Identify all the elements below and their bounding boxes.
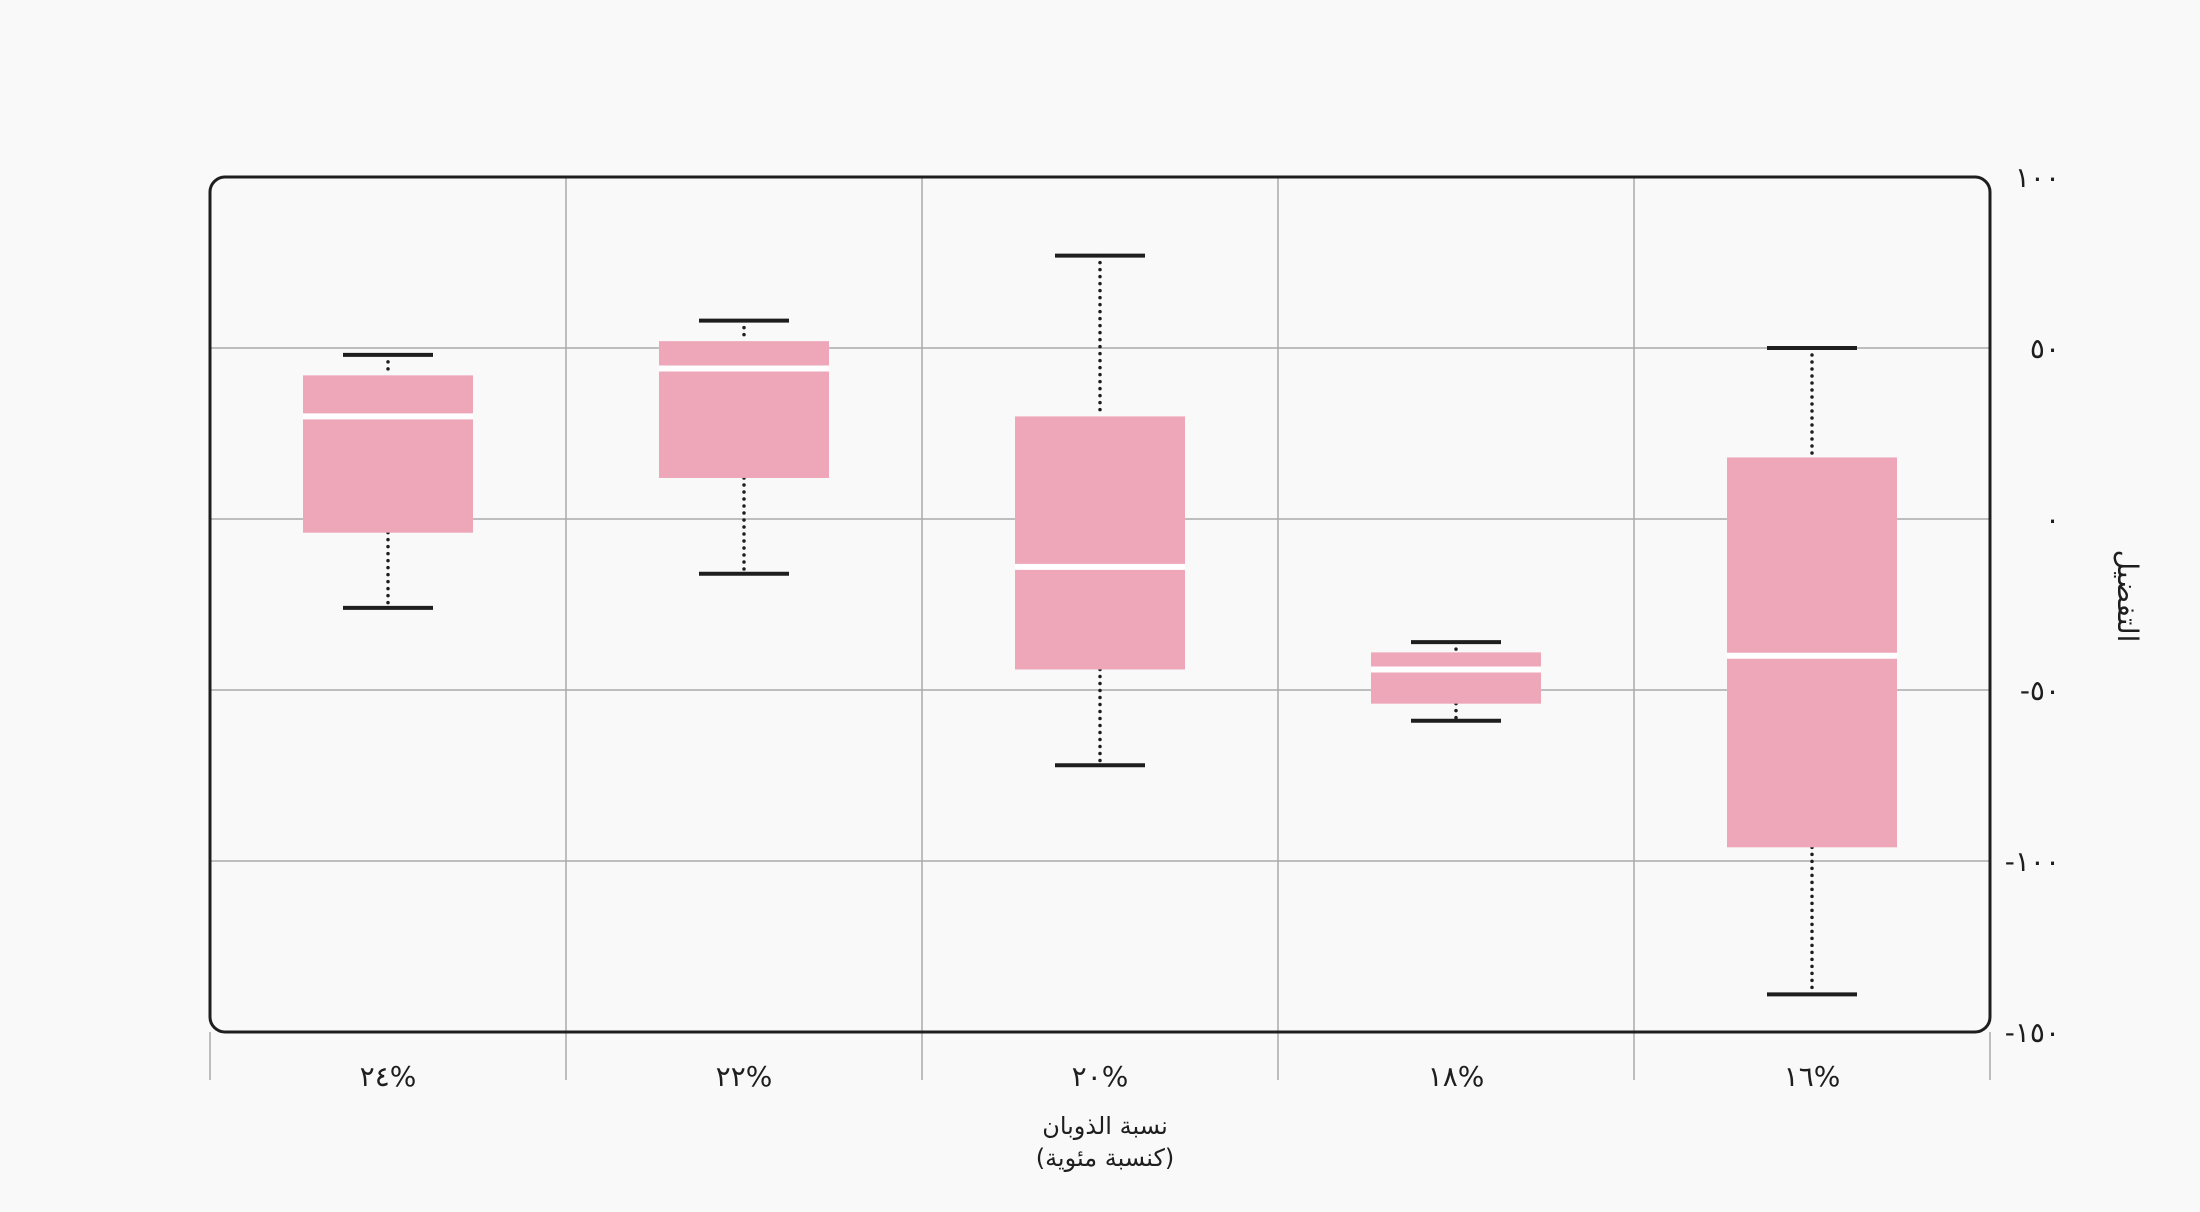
box-iqr [303,375,473,533]
x-tick-label: ٢٤% [360,1060,417,1093]
box-group [1371,640,1541,723]
y-tick-label: -٥٠ [2020,674,2060,707]
y-tick-label: -١٥٠ [2005,1016,2060,1049]
box-iqr [1727,457,1897,848]
y-tick-label: ١٠٠ [2015,161,2060,194]
y-axis-label: التفضيل [2111,550,2144,643]
x-tick-label: ١٦% [1784,1060,1841,1093]
box-group [659,318,829,576]
x-tick-labels: ١٦% ١٨% ٢٠% ٢٢% ٢٤% [360,1060,1841,1093]
box-group [1727,346,1897,997]
y-tick-label: ٠ [2045,503,2060,536]
x-tick-label: ٢٠% [1072,1060,1129,1093]
y-tick-label: ٥٠ [2030,332,2060,365]
plot-frame [208,175,1992,1034]
x-axis-label-line-2: (كنسبة مئوية) [1036,1144,1175,1172]
box-iqr [1371,652,1541,704]
box-group [1015,253,1185,768]
x-axis-label-line-1: نسبة الذوبان [1042,1112,1168,1140]
x-tick-label: ٢٢% [716,1060,773,1093]
box-group [303,352,473,610]
box-iqr [1015,416,1185,670]
y-tick-label: -١٠٠ [2005,845,2060,878]
box-iqr [659,341,829,478]
box-layer [303,253,1897,997]
x-tick-label: ١٨% [1428,1060,1485,1093]
y-tick-labels: ١٠٠ ٥٠ ٠ -٥٠ -١٠٠ -١٥٠ [2005,161,2060,1049]
